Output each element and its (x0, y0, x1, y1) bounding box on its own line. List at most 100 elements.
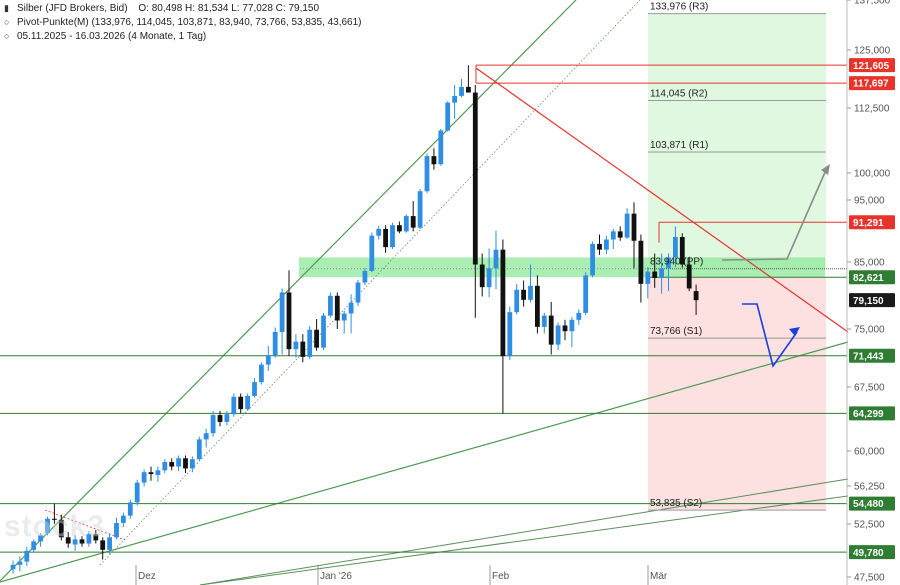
candle[interactable] (431, 148, 437, 170)
candle[interactable] (693, 284, 699, 315)
candle[interactable] (555, 322, 561, 350)
candle[interactable] (376, 225, 382, 240)
candle[interactable] (65, 532, 71, 548)
candle[interactable] (438, 128, 444, 166)
candle[interactable] (604, 235, 609, 255)
candle[interactable] (141, 469, 147, 487)
candle[interactable] (224, 410, 230, 426)
candle[interactable] (369, 232, 375, 273)
candle[interactable] (217, 410, 223, 427)
candle[interactable] (410, 201, 416, 232)
candle[interactable] (148, 466, 154, 481)
candle[interactable] (341, 310, 347, 334)
candle[interactable] (79, 536, 85, 547)
candle[interactable] (114, 517, 119, 540)
candle[interactable] (397, 221, 402, 234)
candle[interactable] (548, 301, 554, 355)
candle[interactable] (238, 393, 244, 414)
candle[interactable] (196, 436, 202, 462)
candle[interactable] (686, 256, 692, 292)
candle[interactable] (479, 253, 485, 297)
candle[interactable] (390, 222, 395, 250)
candle[interactable] (24, 546, 30, 566)
candle[interactable] (334, 292, 340, 329)
candle[interactable] (183, 455, 188, 474)
candle[interactable] (673, 226, 678, 268)
candle[interactable] (493, 230, 499, 290)
candle[interactable] (590, 241, 595, 278)
candle[interactable] (162, 459, 168, 474)
candle[interactable] (500, 239, 506, 414)
candle[interactable] (286, 270, 292, 357)
candle[interactable] (265, 346, 271, 371)
candle[interactable] (576, 309, 582, 325)
candle[interactable] (293, 334, 299, 358)
candle[interactable] (300, 334, 306, 363)
candle[interactable] (597, 234, 602, 255)
candle[interactable] (210, 410, 216, 437)
candle[interactable] (486, 248, 492, 298)
candle[interactable] (38, 533, 43, 547)
candle[interactable] (17, 556, 23, 572)
candle[interactable] (279, 288, 285, 355)
candle[interactable] (121, 512, 126, 528)
candle[interactable] (417, 189, 423, 229)
candle[interactable] (445, 101, 451, 132)
candle[interactable] (659, 253, 664, 294)
candle[interactable] (645, 267, 651, 299)
candle[interactable] (314, 319, 319, 351)
candle[interactable] (307, 326, 313, 360)
candle[interactable] (624, 208, 630, 239)
candle[interactable] (541, 312, 547, 334)
candle[interactable] (424, 153, 430, 193)
candle[interactable] (72, 535, 78, 551)
candle[interactable] (452, 84, 457, 119)
candle[interactable] (58, 514, 64, 541)
candle[interactable] (86, 531, 92, 547)
candle[interactable] (31, 539, 37, 554)
candle[interactable] (617, 226, 623, 241)
candle[interactable] (610, 228, 616, 250)
candle[interactable] (348, 294, 354, 334)
candle[interactable] (10, 560, 16, 574)
candle[interactable] (252, 378, 257, 398)
candle[interactable] (190, 456, 195, 473)
candle[interactable] (328, 292, 333, 318)
candle[interactable] (466, 65, 471, 93)
candle[interactable] (134, 479, 140, 506)
candle[interactable] (45, 516, 50, 536)
candle[interactable] (127, 499, 133, 519)
candle[interactable] (403, 214, 409, 233)
candle[interactable] (521, 280, 526, 307)
candle[interactable] (535, 275, 540, 334)
candle[interactable] (93, 530, 99, 544)
candle[interactable] (383, 225, 388, 253)
candle[interactable] (569, 317, 575, 347)
candle[interactable] (583, 272, 589, 315)
candle[interactable] (52, 503, 57, 524)
candle[interactable] (169, 458, 175, 471)
candle[interactable] (666, 253, 671, 292)
candle[interactable] (638, 234, 644, 303)
candle[interactable] (652, 253, 658, 288)
candle[interactable] (631, 202, 637, 269)
candle[interactable] (176, 455, 181, 472)
candle[interactable] (679, 233, 685, 268)
candle[interactable] (272, 327, 278, 358)
candle[interactable] (355, 279, 361, 306)
candle[interactable] (459, 78, 464, 98)
candle[interactable] (507, 306, 513, 360)
candle[interactable] (155, 466, 161, 482)
candle[interactable] (362, 268, 368, 286)
candle[interactable] (107, 533, 112, 555)
candle[interactable] (472, 84, 478, 318)
candle[interactable] (203, 428, 209, 448)
candle[interactable] (231, 393, 237, 417)
candle[interactable] (245, 393, 250, 411)
candle[interactable] (528, 264, 533, 303)
candle[interactable] (259, 362, 264, 385)
candle[interactable] (321, 312, 326, 350)
candle[interactable] (100, 537, 106, 560)
candle[interactable] (562, 319, 568, 341)
